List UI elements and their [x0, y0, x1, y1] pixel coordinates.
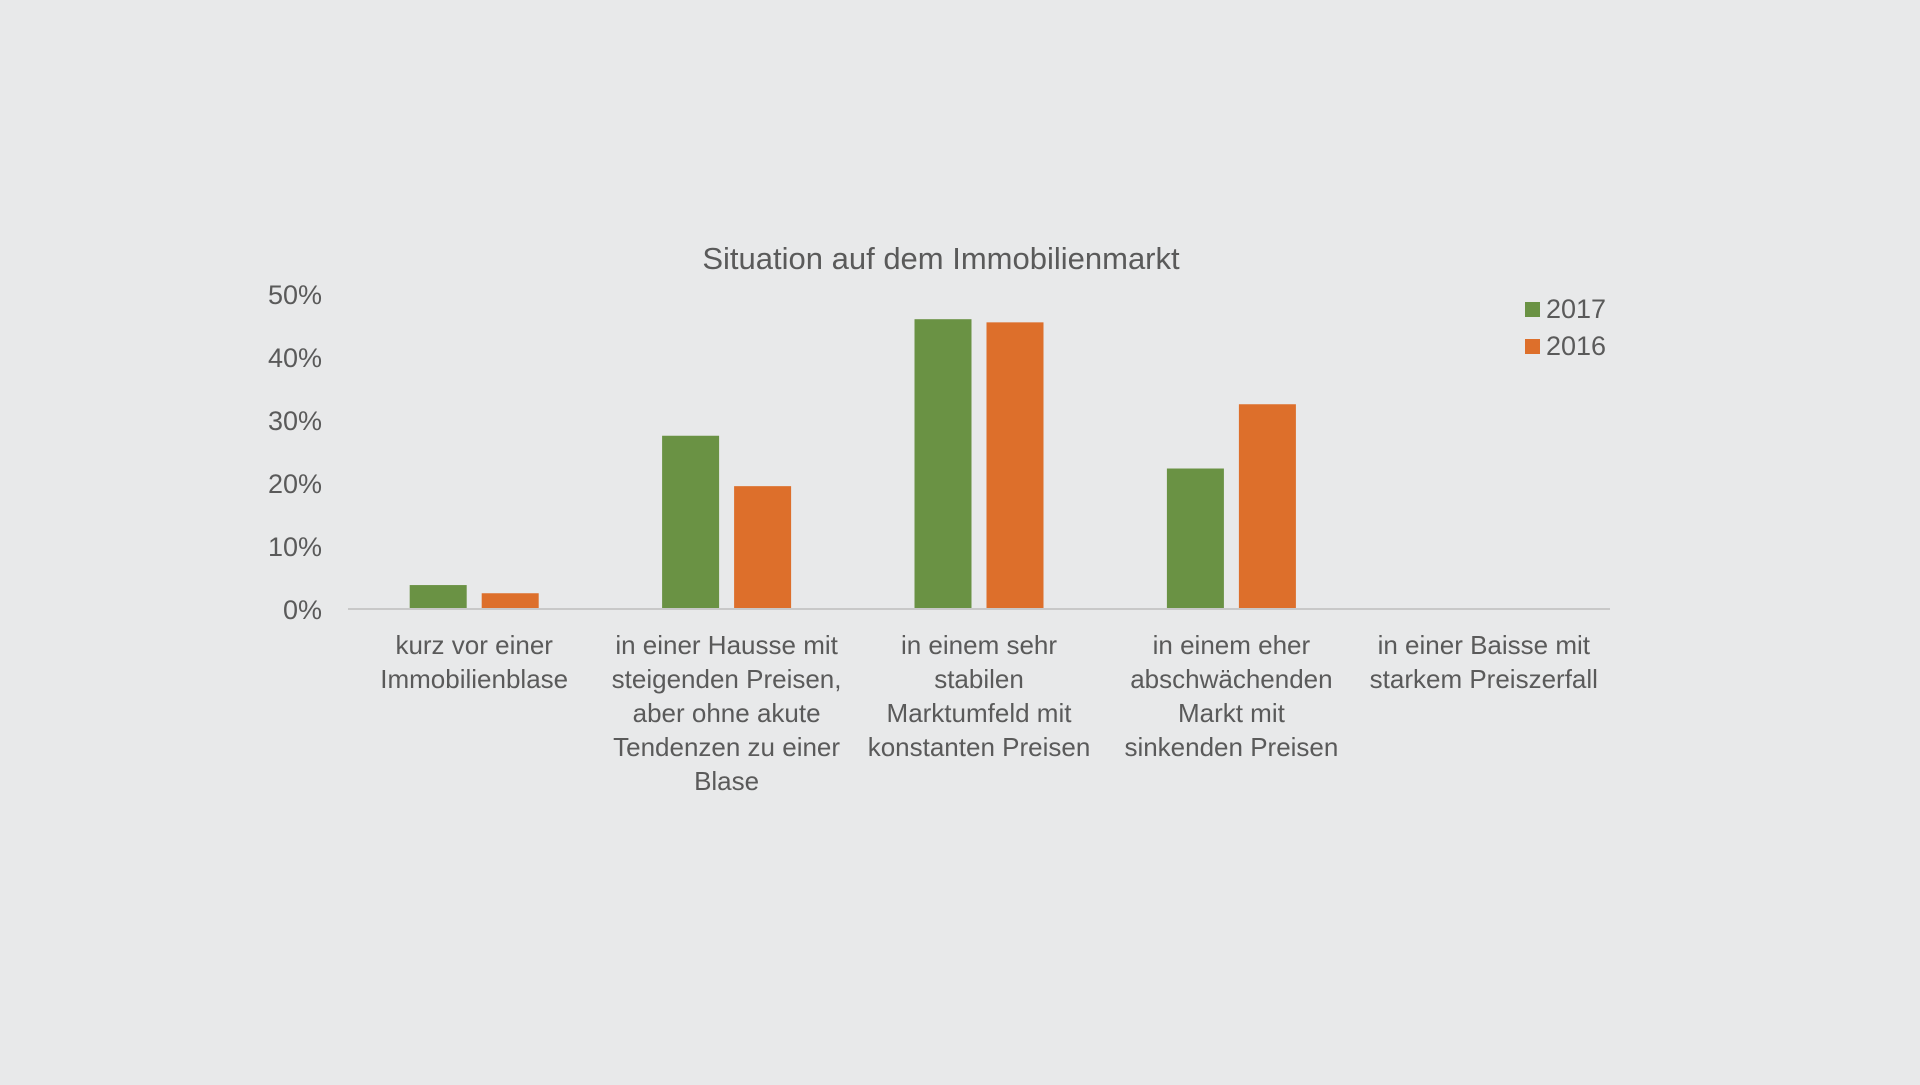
bar-2017: [662, 435, 720, 609]
y-tick-label: 0%: [283, 595, 322, 625]
chart-title: Situation auf dem Immobilienmarkt: [702, 241, 1180, 276]
y-tick-label: 40%: [268, 343, 322, 373]
y-tick-label: 20%: [268, 469, 322, 499]
x-axis-labels: kurz vor einer Immobilienblase in einer Ha…: [380, 630, 1598, 796]
x-category-label: in einem sehr stabilen Marktumfeld mit kons…: [868, 630, 1091, 762]
bar-2017: [914, 319, 972, 609]
legend-swatch-2016: [1525, 339, 1540, 354]
bar-2016: [986, 322, 1044, 609]
bar-2016: [1238, 404, 1296, 609]
legend-swatch-2017: [1525, 302, 1540, 317]
bar-2016: [481, 593, 539, 609]
y-tick-label: 10%: [268, 532, 322, 562]
legend-label-2017: 2017: [1546, 294, 1606, 324]
legend-label-2016: 2016: [1546, 331, 1606, 361]
y-axis: 0% 10% 20% 30% 40% 50%: [268, 280, 322, 625]
bars-group: [409, 319, 1296, 609]
y-tick-label: 50%: [268, 280, 322, 310]
legend: 2017 2016: [1525, 294, 1606, 361]
bar-2017: [409, 585, 467, 609]
bar-2017: [1166, 468, 1224, 609]
x-category-label: in einer Hausse mit steigenden Preisen, ab…: [612, 630, 842, 796]
y-tick-label: 30%: [268, 406, 322, 436]
x-category-label: in einem eher abschwächenden Markt mit sink…: [1124, 630, 1338, 762]
bar-2016: [734, 486, 792, 609]
x-category-label: in einer Baisse mit starkem Preiszerfall: [1370, 630, 1598, 694]
x-category-label: kurz vor einer Immobilienblase: [380, 630, 568, 694]
